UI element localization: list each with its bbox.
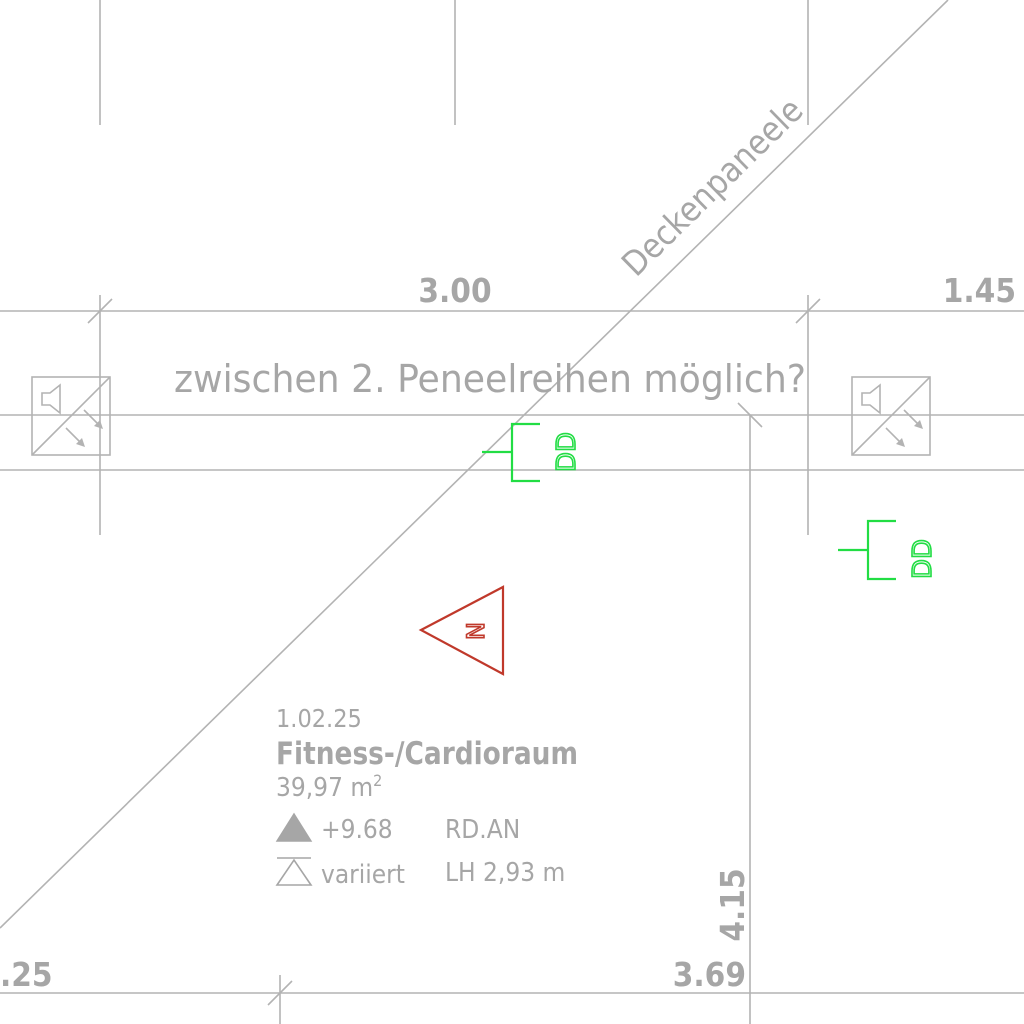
panel-note: zwischen 2. Peneelreihen möglich? xyxy=(174,357,806,401)
dimension-top-left: 3.00 xyxy=(418,271,491,310)
room-number: 1.02.25 xyxy=(276,704,362,733)
dimension-tick xyxy=(87,298,113,324)
speaker-fixture-right xyxy=(851,376,931,456)
fixture-diagonal xyxy=(851,376,931,456)
arrow-head-icon xyxy=(914,420,923,429)
floor-level: +9.68 xyxy=(321,815,393,845)
arrow-head-icon xyxy=(94,420,103,429)
ceiling-level-icon xyxy=(275,858,313,886)
dimension-tick xyxy=(267,980,293,1006)
room-area: 39,97 m2 xyxy=(276,771,382,803)
dd-symbol-2: DD xyxy=(838,519,939,581)
room-area-value: 39,97 m xyxy=(276,773,373,803)
dimension-vertical: 4.15 xyxy=(713,868,752,941)
clear-height: LH 2,93 m xyxy=(445,858,565,888)
dd-bracket xyxy=(866,519,896,581)
room-stamp: 1.02.25 Fitness-/Cardioraum 39,97 m2 +9.… xyxy=(275,704,578,890)
speaker-icon xyxy=(41,383,61,415)
arrow-head-icon xyxy=(76,438,85,447)
ceiling-panels-label: Deckenpaneele xyxy=(614,90,811,284)
dd-bracket xyxy=(510,422,540,483)
north-symbol: N xyxy=(418,585,505,676)
floor-finish-code: RD.AN xyxy=(445,815,520,845)
ceiling-panel-diagonal xyxy=(0,0,949,929)
dimension-top-right: 1.45 xyxy=(943,271,1016,310)
ceiling-level: variiert xyxy=(321,860,405,890)
north-label: N xyxy=(462,622,490,640)
floor-level-icon xyxy=(275,812,313,842)
room-name: Fitness-/Cardioraum xyxy=(276,736,578,772)
speaker-fixture-left xyxy=(31,376,111,456)
dd-symbol-1: DD xyxy=(482,422,583,483)
dimension-tick xyxy=(737,402,763,428)
dd-label: DD xyxy=(908,539,938,579)
room-area-superscript: 2 xyxy=(373,771,382,790)
dd-label: DD xyxy=(552,432,582,472)
dimension-tick xyxy=(795,298,821,324)
arrow-head-icon xyxy=(896,438,905,447)
speaker-icon xyxy=(861,383,881,415)
fixture-frame xyxy=(31,376,111,456)
north-triangle xyxy=(418,585,505,676)
fixture-diagonal xyxy=(31,376,111,456)
dimension-bottom-mid: 3.69 xyxy=(673,955,746,994)
fixture-frame xyxy=(851,376,931,456)
dimension-bottom-left: .25 xyxy=(0,955,53,994)
